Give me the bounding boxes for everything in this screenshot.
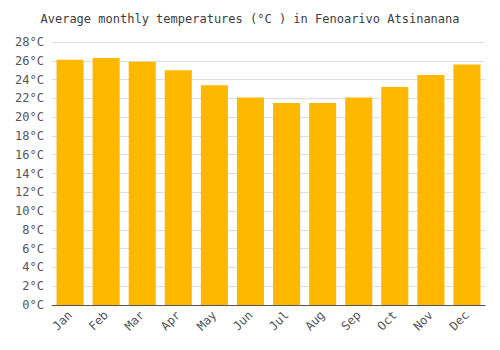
svg-text:10°C: 10°C: [15, 204, 44, 218]
svg-text:20°C: 20°C: [15, 110, 44, 124]
svg-text:Oct: Oct: [375, 308, 400, 333]
svg-text:6°C: 6°C: [22, 242, 44, 256]
svg-text:Apr: Apr: [158, 308, 183, 333]
svg-text:12°C: 12°C: [15, 185, 44, 199]
svg-text:14°C: 14°C: [15, 167, 44, 181]
svg-text:28°C: 28°C: [15, 35, 44, 49]
svg-text:8°C: 8°C: [22, 223, 44, 237]
svg-text:18°C: 18°C: [15, 129, 44, 143]
svg-text:Mar: Mar: [122, 308, 147, 333]
svg-text:Nov: Nov: [411, 308, 436, 333]
svg-text:4°C: 4°C: [22, 260, 44, 274]
svg-text:Jul: Jul: [266, 308, 291, 333]
svg-text:May: May: [194, 308, 219, 333]
svg-text:22°C: 22°C: [15, 91, 44, 105]
svg-text:Aug: Aug: [302, 308, 327, 333]
svg-text:16°C: 16°C: [15, 148, 44, 162]
svg-text:2°C: 2°C: [22, 279, 44, 293]
svg-text:24°C: 24°C: [15, 73, 44, 87]
svg-text:26°C: 26°C: [15, 54, 44, 68]
svg-text:Dec: Dec: [447, 308, 472, 333]
svg-text:Feb: Feb: [86, 308, 111, 333]
svg-text:Jun: Jun: [230, 308, 255, 333]
svg-text:Sep: Sep: [338, 308, 363, 333]
svg-text:Average monthly temperatures (: Average monthly temperatures (°C ) in Fe…: [40, 12, 459, 26]
svg-text:0°C: 0°C: [22, 298, 44, 312]
svg-text:Jan: Jan: [50, 308, 75, 333]
